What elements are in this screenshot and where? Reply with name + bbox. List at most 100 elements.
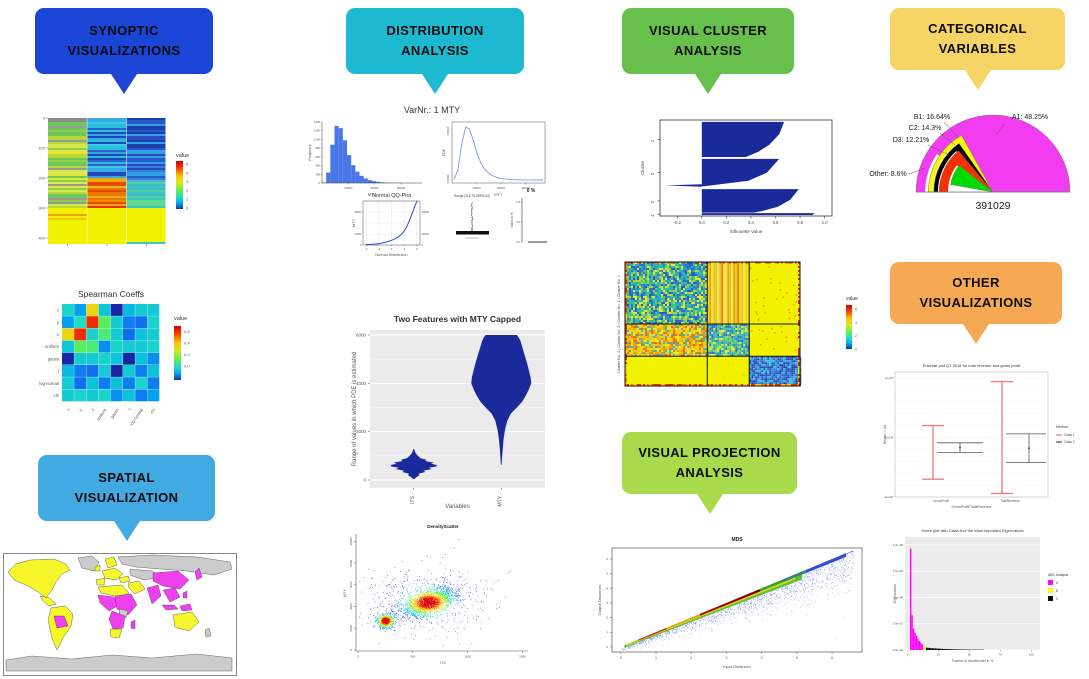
svg-text:300: 300 [38, 206, 45, 211]
svg-text:10000: 10000 [349, 537, 353, 546]
svg-text:t: t [58, 369, 60, 374]
svg-text:Variables: Variables [445, 504, 470, 510]
svg-text:z: z [57, 332, 59, 337]
svg-text:10000: 10000 [472, 186, 481, 190]
svg-text:600: 600 [315, 155, 320, 159]
svg-text:200: 200 [315, 172, 320, 176]
callout-visual-cluster-analysis: VISUAL CLUSTER ANALYSIS [622, 8, 794, 94]
svg-text:0: 0 [43, 116, 46, 121]
callout-line: CATEGORICAL [928, 20, 1027, 36]
svg-text:2: 2 [186, 188, 189, 193]
svg-text:MTY: MTY [368, 192, 377, 197]
svg-text:0 %: 0 % [527, 188, 536, 194]
svg-text:0: 0 [391, 247, 393, 251]
svg-text:4000: 4000 [349, 603, 353, 610]
callout-line: SPATIAL [98, 469, 155, 485]
svg-text:3: 3 [186, 179, 189, 184]
callout-distribution-analysis: DISTRIBUTION ANALYSIS [346, 8, 524, 94]
callout-spatial-visualization: SPATIAL VISUALIZATION [38, 455, 215, 541]
svg-text:4: 4 [186, 170, 189, 175]
svg-text:800: 800 [315, 146, 320, 150]
svg-text:0.4: 0.4 [184, 341, 190, 346]
callout-categorical-variables: CATEGORICAL VARIABLES [890, 8, 1065, 90]
svg-text:value: value [176, 153, 189, 159]
svg-text:0.6: 0.6 [184, 329, 190, 334]
svg-text:ITS -: ITS - [410, 493, 416, 504]
svg-text:0.8: 0.8 [516, 200, 520, 204]
svg-text:0.6: 0.6 [773, 220, 779, 225]
svg-text:30000: 30000 [397, 186, 406, 190]
svg-text:400: 400 [315, 164, 320, 168]
callout-line: ANALYSIS [675, 465, 744, 480]
svg-text:3: 3 [650, 201, 655, 204]
svg-text:30000: 30000 [422, 210, 430, 214]
svg-text:0: 0 [349, 649, 353, 651]
svg-text:x: x [66, 407, 72, 412]
svg-text:ITS: ITS [440, 661, 446, 665]
svg-text:0.8: 0.8 [797, 220, 803, 225]
svg-text:MTY -: MTY - [497, 493, 503, 507]
svg-text:MTY: MTY [343, 589, 347, 597]
violin: Two Features with MTY Capped 0 2000 4000 600… [352, 314, 545, 510]
callout-line: ANALYSIS [401, 43, 469, 58]
svg-text:chi: chi [54, 393, 59, 398]
callout-line: VISUALIZATION [74, 490, 179, 505]
svg-text:Range [315.75,39994.92]: Range [315.75,39994.92] [454, 194, 490, 198]
callout-synoptic-visualizations: SYNOPTIC VISUALIZATIONS [35, 8, 213, 94]
svg-text:Normal Distribution: Normal Distribution [375, 253, 407, 257]
cluster-heatmap: Cluster No. 4 | Cluster No. 3 | Cluster … [617, 261, 858, 387]
svg-text:4: 4 [416, 247, 418, 251]
svg-text:Cluster: Cluster [640, 160, 645, 175]
svg-text:0.0: 0.0 [699, 220, 705, 225]
svg-text:0.4: 0.4 [748, 220, 754, 225]
svg-text:1000: 1000 [464, 655, 471, 659]
svg-text:uniform: uniform [45, 344, 59, 349]
svg-text:0: 0 [186, 206, 189, 211]
svg-text:10000: 10000 [354, 232, 362, 236]
callout-line: SYNOPTIC [89, 22, 159, 38]
svg-text:0.0: 0.0 [184, 363, 190, 368]
callout-other-visualizations: OTHER VISUALIZATIONS [890, 262, 1062, 344]
svg-text:Range of values in which PDE i: Range of values in which PDE is estimate… [352, 352, 358, 466]
svg-text:MTY: MTY [352, 219, 356, 227]
svg-text:20000: 20000 [497, 186, 506, 190]
svg-text:gauss: gauss [109, 407, 120, 419]
svg-text:0.00015: 0.00015 [447, 126, 450, 135]
callout-line: VISUALIZATIONS [919, 295, 1033, 310]
svg-text:1200: 1200 [314, 129, 321, 133]
callout-line: VISUALIZATIONS [67, 43, 181, 58]
svg-text:1.0: 1.0 [822, 220, 828, 225]
svg-text:1000: 1000 [314, 137, 321, 141]
svg-text:-2: -2 [378, 247, 381, 251]
svg-text:y: y [78, 407, 84, 412]
svg-text:0: 0 [422, 243, 424, 247]
svg-text:6000: 6000 [356, 333, 367, 338]
callout-line: VISUAL PROJECTION [638, 444, 781, 460]
svg-text:0: 0 [357, 655, 359, 659]
fan-pie: A1: 48.25%B1: 16.64%C2: 14.3%D3: 12.21%O… [869, 114, 1071, 212]
svg-text:6000: 6000 [349, 581, 353, 588]
svg-text:0.0: 0.0 [516, 240, 520, 244]
svg-text:log-normal: log-normal [39, 381, 59, 386]
svg-text:4: 4 [650, 214, 655, 217]
callout-line: DISTRIBUTION [386, 22, 484, 38]
svg-text:Spearman Coeffs: Spearman Coeffs [78, 289, 144, 299]
svg-text:2000: 2000 [356, 429, 367, 434]
svg-text:1500: 1500 [519, 655, 526, 659]
svg-text:Normal QQ-Plot: Normal QQ-Plot [372, 193, 412, 199]
svg-text:VarNr.: 1 MTY: VarNr.: 1 MTY [404, 105, 460, 115]
svg-text:x: x [57, 308, 60, 313]
svg-text:100: 100 [38, 146, 45, 151]
svg-text:0.2: 0.2 [723, 220, 729, 225]
errorbar: Errorbar plot Q1 2018 for total revenue … [883, 363, 1075, 509]
svg-text:z: z [90, 407, 95, 412]
svg-text:4000: 4000 [356, 381, 367, 386]
svg-text:t: t [127, 407, 132, 412]
svg-text:-4: -4 [365, 247, 368, 251]
svg-text:0: 0 [363, 478, 366, 483]
class-heatmap: 0 100 200 300 400 value 5 4 3 2 1 0 [38, 116, 189, 246]
svg-text:20000: 20000 [370, 186, 379, 190]
svg-text:value: value [174, 316, 187, 322]
